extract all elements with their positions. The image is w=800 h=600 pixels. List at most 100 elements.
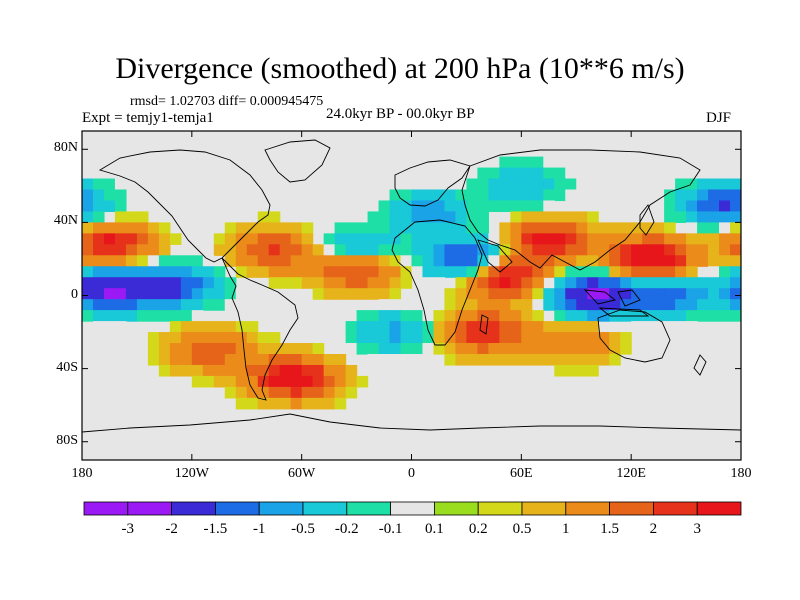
- field-cell: [609, 343, 621, 355]
- field-cell: [532, 288, 544, 300]
- field-cell: [697, 255, 709, 267]
- field-cell: [466, 255, 478, 267]
- field-cell: [719, 211, 731, 223]
- field-cell: [334, 332, 347, 344]
- field-cell: [147, 244, 160, 256]
- field-cell: [202, 266, 215, 278]
- field-cell: [389, 222, 402, 234]
- field-cell: [411, 321, 424, 333]
- colorbar-swatch: [696, 501, 742, 516]
- y-tick-label: 80N: [53, 140, 78, 156]
- field-cell: [598, 222, 610, 234]
- field-cell: [598, 255, 610, 267]
- field-cell: [499, 288, 511, 300]
- field-cell: [554, 321, 566, 333]
- field-cell: [455, 288, 468, 300]
- field-cell: [466, 353, 478, 366]
- field-cell: [532, 167, 544, 180]
- field-cell: [202, 321, 215, 333]
- field-cell: [389, 343, 402, 355]
- field-cell: [697, 288, 709, 300]
- field-cell: [246, 353, 259, 366]
- field-cell: [125, 222, 138, 234]
- field-cell: [257, 244, 270, 256]
- field-cell: [587, 288, 599, 300]
- field-cell: [235, 255, 248, 267]
- field-cell: [543, 288, 555, 300]
- field-cell: [422, 233, 435, 245]
- field-cell: [136, 288, 149, 300]
- field-cell: [664, 255, 676, 267]
- field-cell: [422, 244, 435, 256]
- field-cell: [180, 255, 193, 267]
- field-cell: [532, 211, 544, 223]
- colorbar-label: -0.5: [291, 521, 315, 537]
- field-cell: [598, 299, 610, 311]
- field-cell: [675, 266, 687, 278]
- field-cell: [147, 310, 160, 322]
- field-cell: [631, 244, 643, 256]
- field-cell: [103, 189, 116, 202]
- field-cell: [664, 178, 676, 191]
- colorbar-swatch: [653, 501, 698, 516]
- field-cell: [466, 310, 478, 322]
- field-cell: [411, 266, 424, 278]
- field-cell: [675, 255, 687, 267]
- field-cell: [664, 222, 676, 234]
- field-cell: [378, 255, 391, 267]
- field-cell: [114, 233, 127, 245]
- field-cell: [323, 255, 336, 267]
- field-cell: [411, 211, 424, 223]
- field-cell: [510, 200, 522, 213]
- field-cell: [521, 332, 533, 344]
- field-cell: [543, 244, 555, 256]
- field-cell: [400, 222, 413, 234]
- field-cell: [675, 178, 687, 191]
- field-cell: [455, 255, 468, 267]
- field-cell: [114, 255, 127, 267]
- field-cell: [169, 343, 182, 355]
- field-cell: [246, 397, 259, 410]
- field-cell: [488, 310, 500, 322]
- axis-ticks: [81, 131, 742, 460]
- field-cell: [477, 211, 489, 223]
- field-cell: [114, 288, 127, 300]
- y-tick-label: 40N: [53, 213, 78, 229]
- field-cell: [686, 310, 698, 322]
- field-cell: [158, 332, 171, 344]
- field-cell: [686, 299, 698, 311]
- field-cell: [576, 332, 588, 344]
- field-cell: [697, 222, 709, 234]
- field-cell: [532, 189, 544, 202]
- field-cell: [455, 277, 468, 289]
- field-cell: [708, 310, 720, 322]
- field-cell: [290, 397, 303, 410]
- field-cell: [719, 244, 731, 256]
- field-cell: [246, 222, 259, 234]
- field-cell: [180, 310, 193, 322]
- field-cell: [708, 167, 720, 180]
- field-cell: [686, 233, 698, 245]
- field-cell: [653, 189, 665, 202]
- field-cell: [686, 167, 698, 180]
- field-cell: [510, 211, 522, 223]
- field-cell: [312, 255, 325, 267]
- field-cell: [587, 244, 599, 256]
- field-cell: [488, 178, 500, 191]
- field-cell: [323, 375, 336, 388]
- field-cell: [664, 200, 676, 213]
- field-cell: [510, 189, 522, 202]
- field-cell: [697, 277, 709, 289]
- field-cell: [191, 332, 204, 344]
- field-cell: [389, 299, 402, 311]
- field-cell: [455, 353, 468, 366]
- field-cell: [268, 277, 281, 289]
- field-cell: [664, 211, 676, 223]
- field-cell: [521, 222, 533, 234]
- field-cell: [499, 222, 511, 234]
- field-cell: [268, 353, 281, 366]
- field-cell: [554, 332, 566, 344]
- field-cell: [180, 299, 193, 311]
- field-cell: [642, 244, 654, 256]
- field-cell: [576, 255, 588, 267]
